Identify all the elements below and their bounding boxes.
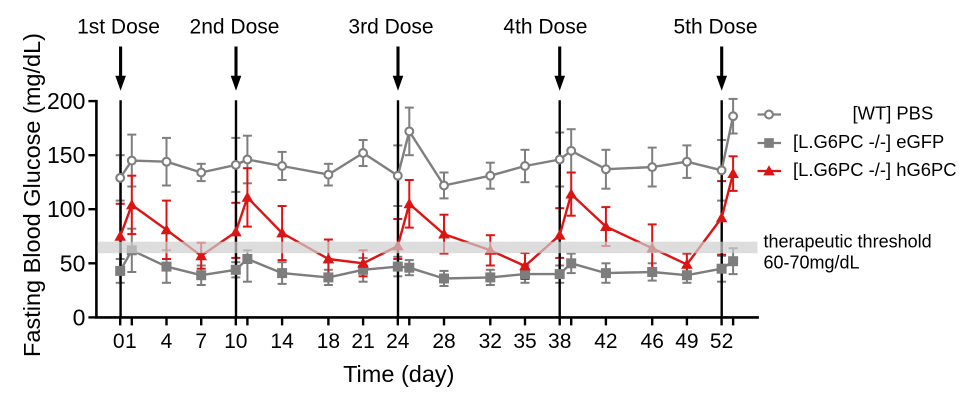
svg-text:100: 100 [47,196,85,222]
svg-text:60-70mg/dL: 60-70mg/dL [764,252,860,272]
svg-text:35: 35 [513,330,536,353]
svg-text:21: 21 [351,330,374,353]
svg-text:200: 200 [47,88,85,114]
svg-text:Fasting Blood Glucose (mg/dL): Fasting Blood Glucose (mg/dL) [19,33,45,357]
svg-text:50: 50 [60,250,86,276]
svg-text:4th Dose: 4th Dose [503,16,587,39]
svg-text:14: 14 [270,330,294,353]
svg-text:0: 0 [73,304,86,330]
svg-text:5th Dose: 5th Dose [673,16,757,39]
svg-text:42: 42 [594,330,617,353]
svg-text:49: 49 [675,330,698,353]
svg-text:4: 4 [161,330,173,353]
svg-text:3rd Dose: 3rd Dose [348,16,433,39]
svg-text:10: 10 [224,330,247,353]
svg-text:1: 1 [125,330,137,353]
svg-text:32: 32 [479,330,502,353]
svg-text:[L.G6PC -/-] hG6PC: [L.G6PC -/-] hG6PC [793,159,957,180]
svg-text:28: 28 [432,330,455,353]
svg-text:46: 46 [641,330,664,353]
svg-text:Time (day): Time (day) [343,361,454,387]
svg-text:0: 0 [113,330,125,353]
svg-text:[L.G6PC -/-] eGFP: [L.G6PC -/-] eGFP [793,131,944,152]
svg-text:24: 24 [386,330,410,353]
svg-text:7: 7 [195,330,207,353]
svg-text:150: 150 [47,142,85,168]
svg-text:18: 18 [317,330,340,353]
svg-text:38: 38 [548,330,571,353]
svg-text:52: 52 [710,330,733,353]
svg-text:2nd Dose: 2nd Dose [190,16,280,39]
svg-text:[WT] PBS: [WT] PBS [853,103,934,124]
svg-text:therapeutic threshold: therapeutic threshold [764,232,932,252]
svg-text:1st Dose: 1st Dose [77,16,160,39]
